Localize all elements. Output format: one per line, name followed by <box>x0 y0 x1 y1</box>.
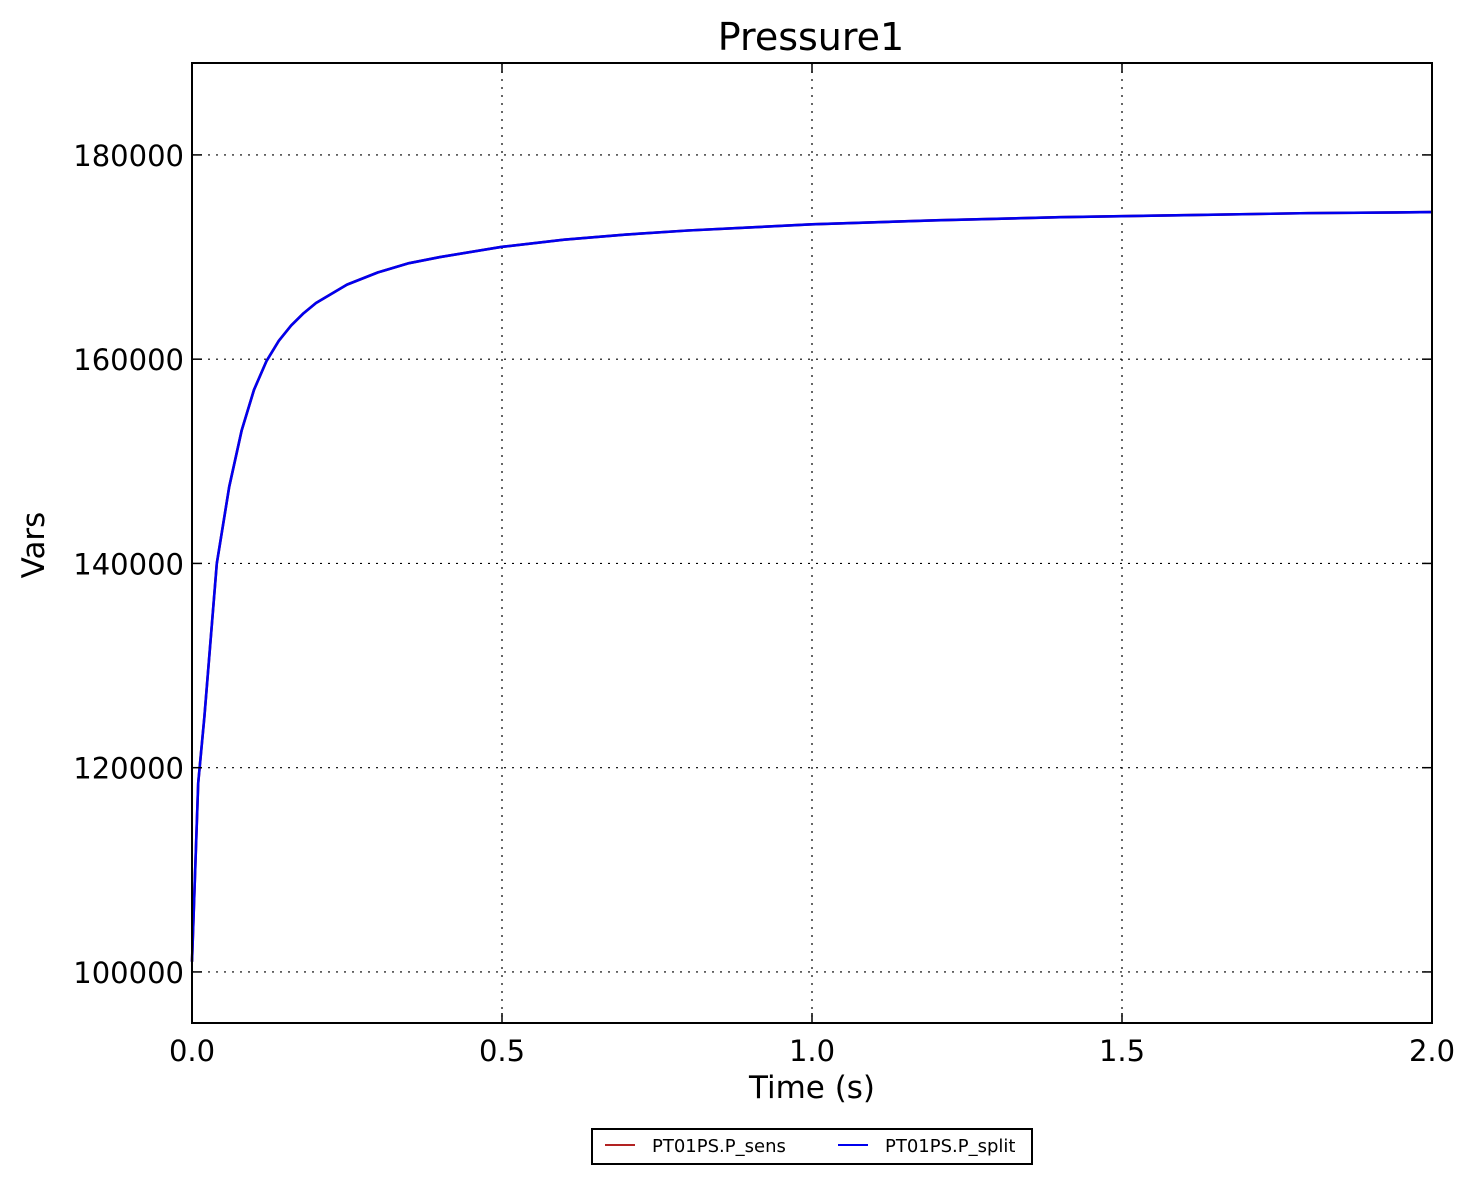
y-tick-label: 100000 <box>73 956 184 990</box>
legend-label-p-split: PT01PS.P_split <box>885 1136 1015 1157</box>
x-tick-label: 1.5 <box>1099 1034 1145 1068</box>
legend-label-p-sens: PT01PS.P_sens <box>652 1136 786 1157</box>
legend: PT01PS.P_sens PT01PS.P_split <box>591 1128 1033 1165</box>
y-tick-label: 140000 <box>73 547 184 581</box>
x-tick-label: 1.0 <box>789 1034 835 1068</box>
series-line-1 <box>190 210 1433 962</box>
tick-labels: 0.0 0.5 1.0 1.5 2.0 100000 120000 140000 160000 1… <box>73 139 1455 1068</box>
x-axis-label: Time (s) <box>748 1070 875 1106</box>
y-tick-label: 180000 <box>73 139 184 173</box>
x-tick-label: 0.5 <box>479 1034 525 1068</box>
axis-ticks <box>191 63 1433 1023</box>
y-tick-label: 160000 <box>73 343 184 377</box>
chart-title: Pressure1 <box>718 15 904 59</box>
legend-frame <box>591 1128 1033 1165</box>
x-tick-label: 0.0 <box>169 1034 215 1068</box>
y-tick-label: 120000 <box>73 752 184 786</box>
series-lines <box>190 210 1433 962</box>
x-tick-label: 2.0 <box>1409 1034 1455 1068</box>
grid-lines <box>192 63 1432 1023</box>
y-axis-label: Vars <box>16 512 52 579</box>
